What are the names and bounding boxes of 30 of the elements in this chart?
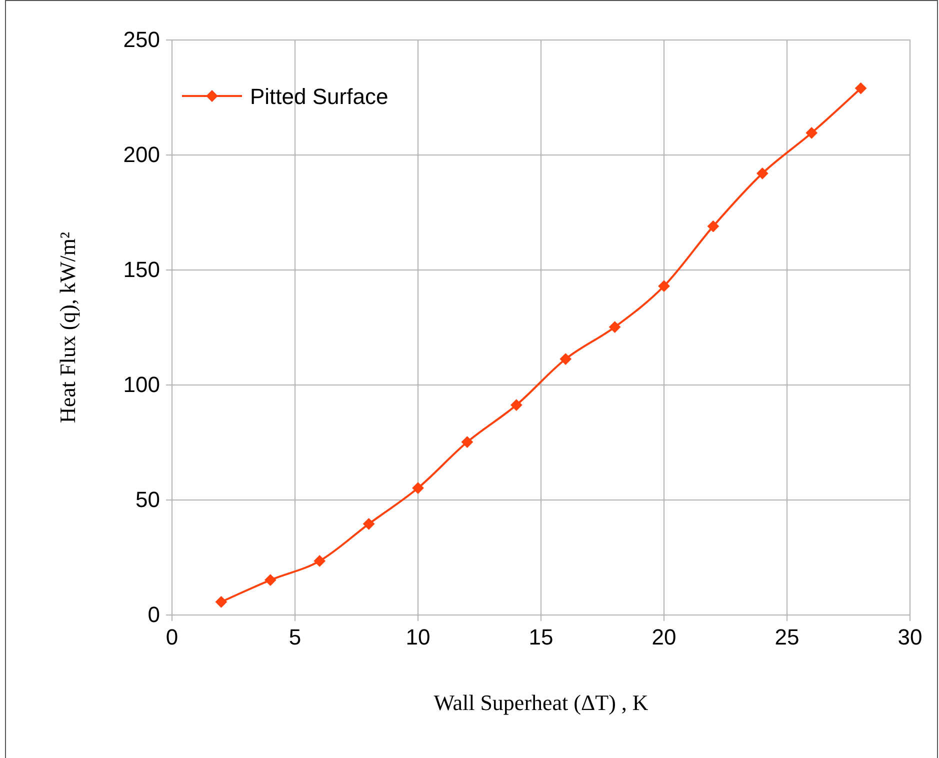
point <box>362 518 375 530</box>
x-tick-label: 0 <box>166 624 178 650</box>
point <box>215 596 228 608</box>
point <box>854 82 867 94</box>
y-tick-label: 0 <box>148 602 160 628</box>
x-tick-label: 15 <box>528 624 554 650</box>
x-tick-label: 5 <box>288 624 302 650</box>
point <box>412 482 424 494</box>
x-tick-label: 25 <box>774 624 800 650</box>
x-tick-label: 20 <box>652 624 676 650</box>
y-tick-label: 100 <box>123 372 160 398</box>
y-tick-label: 250 <box>123 27 160 52</box>
x-tick-label: 10 <box>406 624 430 650</box>
point <box>707 220 720 232</box>
point <box>560 353 572 365</box>
x-axis-title: Wall Superheat (ΔT) , K <box>434 690 648 715</box>
legend-label: Pitted Surface <box>250 84 388 109</box>
x-tick-label: 30 <box>898 624 922 650</box>
point <box>264 574 276 586</box>
point <box>461 436 474 448</box>
point <box>314 555 326 567</box>
y-tick-label: 50 <box>136 487 160 512</box>
point <box>658 280 670 292</box>
point <box>756 167 768 180</box>
y-axis-title: Heat Flux (q), kW/m² <box>55 232 80 424</box>
point <box>510 399 522 411</box>
point <box>608 321 621 333</box>
y-tick-label: 200 <box>123 142 160 168</box>
y-tick-label: 150 <box>123 257 160 282</box>
point <box>806 126 818 139</box>
